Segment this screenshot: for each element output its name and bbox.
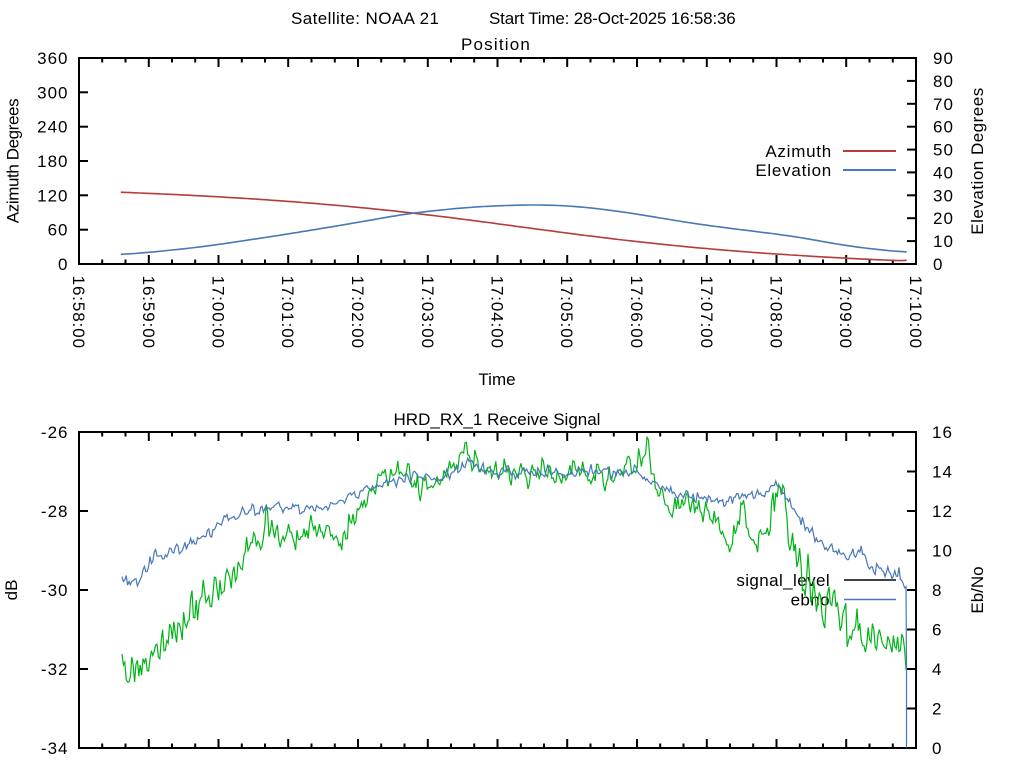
svg-text:30: 30 <box>933 186 954 205</box>
svg-text:180: 180 <box>37 152 68 171</box>
svg-text:17:04:00: 17:04:00 <box>488 276 507 349</box>
svg-text:40: 40 <box>933 163 954 182</box>
svg-text:Start Time: 28-Oct-2025 16:58:: Start Time: 28-Oct-2025 16:58:36 <box>489 9 736 28</box>
svg-text:80: 80 <box>933 72 954 91</box>
svg-text:dB: dB <box>2 580 21 601</box>
svg-text:17:07:00: 17:07:00 <box>697 276 716 349</box>
svg-text:17:08:00: 17:08:00 <box>767 276 786 349</box>
svg-text:14: 14 <box>932 462 953 481</box>
svg-text:0: 0 <box>932 739 942 758</box>
svg-text:Position: Position <box>461 35 531 54</box>
svg-text:360: 360 <box>37 49 68 68</box>
svg-text:Time: Time <box>478 370 515 389</box>
svg-text:17:02:00: 17:02:00 <box>348 276 367 349</box>
svg-text:0: 0 <box>58 255 68 274</box>
svg-text:Azimuth: Azimuth <box>765 142 832 161</box>
svg-text:10: 10 <box>933 232 954 251</box>
svg-text:-28: -28 <box>41 502 69 521</box>
svg-text:120: 120 <box>37 186 68 205</box>
svg-text:17:05:00: 17:05:00 <box>557 276 576 349</box>
svg-text:50: 50 <box>933 141 954 160</box>
svg-text:4: 4 <box>932 660 942 679</box>
svg-text:240: 240 <box>37 118 68 137</box>
svg-text:70: 70 <box>933 95 954 114</box>
svg-text:signal_level: signal_level <box>736 571 830 590</box>
svg-text:10: 10 <box>932 541 953 560</box>
svg-text:17:06:00: 17:06:00 <box>627 276 646 349</box>
svg-text:Satellite: NOAA 21: Satellite: NOAA 21 <box>291 9 439 28</box>
svg-text:Elevation: Elevation <box>755 161 832 180</box>
svg-text:HRD_RX_1 Receive Signal: HRD_RX_1 Receive Signal <box>394 410 601 429</box>
svg-text:60: 60 <box>933 118 954 137</box>
svg-text:2: 2 <box>932 699 942 718</box>
svg-text:17:10:00: 17:10:00 <box>906 276 925 349</box>
svg-text:300: 300 <box>37 83 68 102</box>
svg-text:60: 60 <box>48 221 69 240</box>
svg-text:16: 16 <box>932 423 953 442</box>
svg-text:17:09:00: 17:09:00 <box>836 276 855 349</box>
svg-text:17:00:00: 17:00:00 <box>209 276 228 349</box>
svg-text:Eb/No: Eb/No <box>968 566 987 613</box>
svg-text:Elevation Degrees: Elevation Degrees <box>968 87 987 234</box>
svg-text:-30: -30 <box>41 581 69 600</box>
svg-text:17:03:00: 17:03:00 <box>418 276 437 349</box>
svg-text:-34: -34 <box>41 739 69 758</box>
svg-text:20: 20 <box>933 209 954 228</box>
svg-text:12: 12 <box>932 502 953 521</box>
svg-text:Azimuth Degrees: Azimuth Degrees <box>4 99 23 223</box>
svg-text:16:59:00: 16:59:00 <box>139 276 158 349</box>
svg-text:8: 8 <box>932 581 942 600</box>
svg-text:-32: -32 <box>41 660 69 679</box>
svg-text:6: 6 <box>932 620 942 639</box>
svg-text:16:58:00: 16:58:00 <box>69 276 88 349</box>
svg-text:0: 0 <box>933 255 943 274</box>
svg-text:-26: -26 <box>41 423 69 442</box>
svg-text:90: 90 <box>933 49 954 68</box>
svg-text:17:01:00: 17:01:00 <box>278 276 297 349</box>
